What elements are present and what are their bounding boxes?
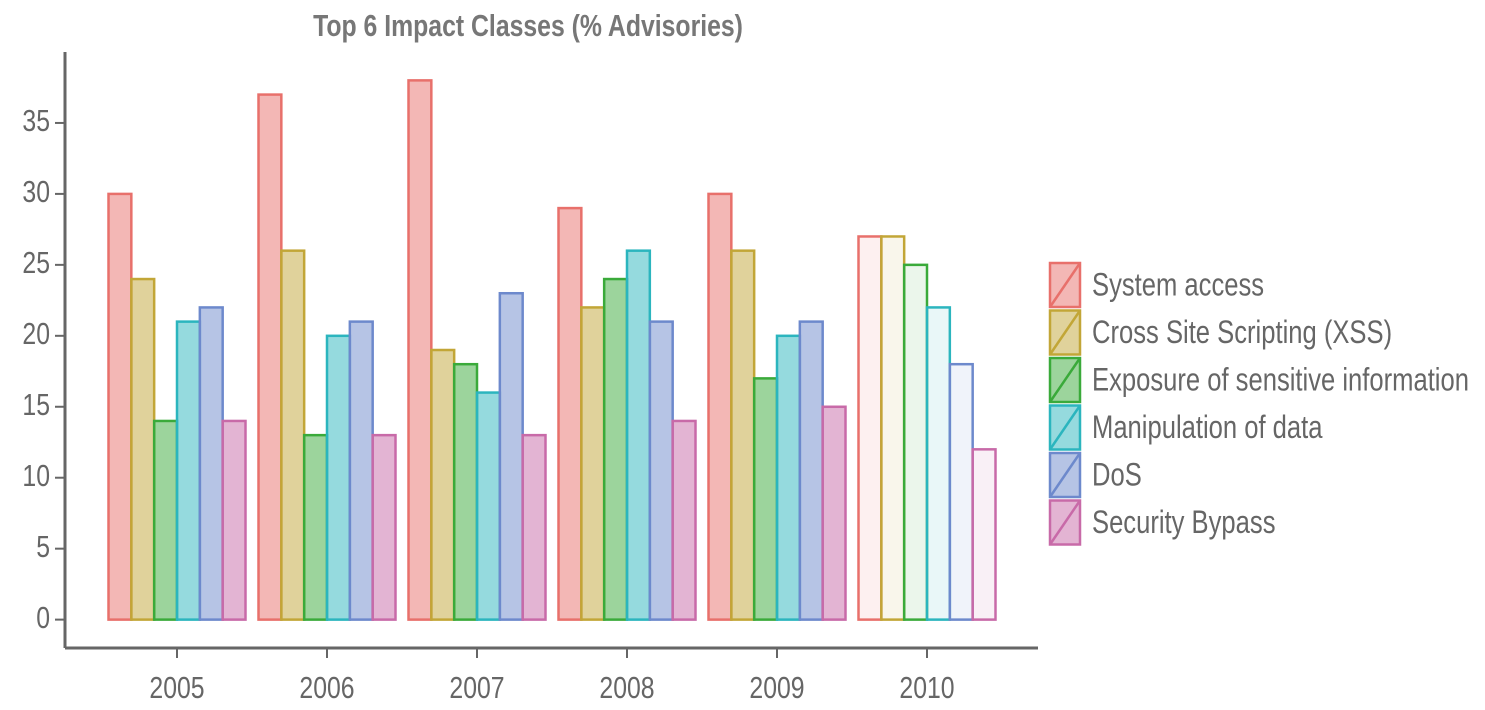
bar: [625, 249, 652, 621]
y-tick-label: 35: [22, 104, 50, 138]
legend-label: Security Bypass: [1092, 505, 1275, 540]
legend-label: Cross Site Scripting (XSS): [1092, 315, 1392, 350]
y-tick-label: 5: [36, 529, 50, 563]
x-tick-label: 2008: [599, 671, 654, 705]
bar: [648, 320, 674, 621]
bar: [580, 306, 606, 621]
x-tick-label: 2005: [149, 671, 204, 705]
x-tick-label: 2009: [749, 671, 804, 705]
x-tick-label-group: 2009: [749, 671, 804, 705]
x-tick-label: 2010: [899, 671, 954, 705]
legend-swatch-diagonal: [1048, 309, 1082, 356]
bar: [407, 79, 433, 621]
y-tick-label: 15: [22, 387, 50, 421]
legend-swatch-diagonal: [1048, 262, 1082, 308]
chart-title: Top 6 Impact Classes (% Advisories): [313, 9, 743, 43]
x-tick-label-group: 2010: [899, 671, 954, 705]
x-tick-label-group: 2005: [149, 671, 204, 705]
bar: [198, 306, 224, 621]
bar: [557, 206, 583, 621]
bar: [175, 320, 202, 621]
bar: [671, 419, 697, 621]
legend-label: System access: [1092, 268, 1264, 303]
y-tick-label: 25: [22, 245, 50, 279]
bar: [430, 348, 456, 621]
legend-label-group: DoS: [1092, 458, 1142, 493]
legend-label-group: System access: [1092, 268, 1264, 303]
y-tick-label: 10: [22, 458, 50, 492]
x-tick-label-group: 2007: [449, 671, 504, 705]
y-tick-label-group: 5: [36, 529, 50, 563]
bar: [880, 235, 906, 621]
legend-swatch-diagonal: [1048, 404, 1082, 451]
y-tick-label-group: 35: [22, 104, 50, 138]
bar: [280, 249, 306, 621]
x-tick-label: 2006: [299, 671, 354, 705]
x-tick-label-group: 2006: [299, 671, 354, 705]
bar: [602, 277, 629, 621]
legend-swatch-diagonal: [1048, 452, 1082, 498]
y-tick-label-group: 15: [22, 387, 50, 421]
y-tick-label-group: 30: [22, 174, 50, 208]
y-tick-label-group: 25: [22, 245, 50, 279]
legend-label: Exposure of sensitive information: [1092, 363, 1469, 398]
bar: [498, 291, 524, 621]
bar: [857, 235, 883, 621]
legend-swatch-diagonal: [1048, 499, 1082, 546]
legend-label-group: Security Bypass: [1092, 505, 1275, 540]
legend-swatch-diagonal: [1048, 357, 1082, 403]
bar: [152, 419, 179, 621]
bar: [475, 391, 502, 621]
y-tick-label: 30: [22, 174, 50, 208]
bar: [821, 405, 847, 621]
bar: [902, 263, 929, 621]
bar: [107, 192, 133, 621]
bar: [775, 334, 802, 621]
x-tick-label-group: 2008: [599, 671, 654, 705]
bar: [130, 277, 156, 621]
legend-label-group: Exposure of sensitive information: [1092, 363, 1469, 398]
bar: [348, 320, 374, 621]
y-tick-label-group: 20: [22, 316, 50, 350]
bar: [257, 93, 283, 621]
legend-label: DoS: [1092, 458, 1142, 493]
bar: [452, 362, 479, 621]
bar: [707, 192, 733, 621]
bar: [948, 362, 974, 621]
y-tick-label: 0: [36, 600, 50, 634]
y-tick-label: 20: [22, 316, 50, 350]
bar: [325, 334, 352, 621]
bar: [730, 249, 756, 621]
bar: [752, 377, 779, 621]
legend-label-group: Cross Site Scripting (XSS): [1092, 315, 1392, 350]
legend-label-group: Manipulation of data: [1092, 410, 1323, 445]
bar: [521, 433, 547, 621]
bar: [221, 419, 247, 621]
bar: [371, 433, 397, 621]
x-tick-label: 2007: [449, 671, 504, 705]
bar: [798, 320, 824, 621]
bar: [925, 306, 952, 621]
bar: [302, 433, 329, 621]
y-tick-label-group: 10: [22, 458, 50, 492]
bar: [971, 448, 997, 621]
legend-label: Manipulation of data: [1092, 410, 1323, 445]
y-tick-label-group: 0: [36, 600, 50, 634]
